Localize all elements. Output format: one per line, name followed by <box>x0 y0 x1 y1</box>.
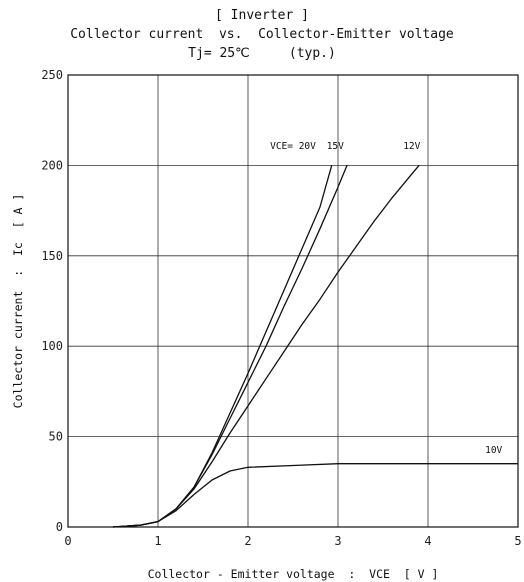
y-tick-label: 150 <box>41 249 63 263</box>
curve-label: 12V <box>403 141 420 152</box>
title-line-1: [ Inverter ] <box>215 8 309 23</box>
curve-labels: VCE= 20V 15V 12V 10V <box>270 141 502 456</box>
y-tick-label: 100 <box>41 339 63 353</box>
curve-label: 10V <box>485 445 502 456</box>
series-line <box>112 164 420 528</box>
y-tick-label: 250 <box>41 68 63 82</box>
y-tick-label: 50 <box>49 430 63 444</box>
curve-label: 15V <box>327 141 344 152</box>
x-tick-label: 2 <box>244 534 251 548</box>
grid <box>68 75 518 527</box>
x-tick-label: 3 <box>334 534 341 548</box>
x-axis-label: Collector - Emitter voltage : VCE [ V ] <box>148 567 439 581</box>
x-tick-label: 5 <box>514 534 521 548</box>
title-line-3: Tj= 25℃ (typ.) <box>188 46 336 61</box>
x-tick-label: 4 <box>424 534 431 548</box>
y-tick-label: 0 <box>56 520 63 534</box>
x-tick-label: 1 <box>154 534 161 548</box>
chart-title: [ Inverter ] Collector current vs. Colle… <box>0 6 524 63</box>
series-line <box>112 463 518 528</box>
curve-label: VCE= 20V <box>270 141 316 152</box>
plot-frame <box>67 74 519 528</box>
y-tick-label: 200 <box>41 158 63 172</box>
y-axis-label: Collector current : Ic [ A ] <box>11 194 25 409</box>
x-tick-label: 0 <box>64 534 71 548</box>
title-line-2: Collector current vs. Collector-Emitter … <box>70 27 454 42</box>
curves <box>112 164 518 528</box>
